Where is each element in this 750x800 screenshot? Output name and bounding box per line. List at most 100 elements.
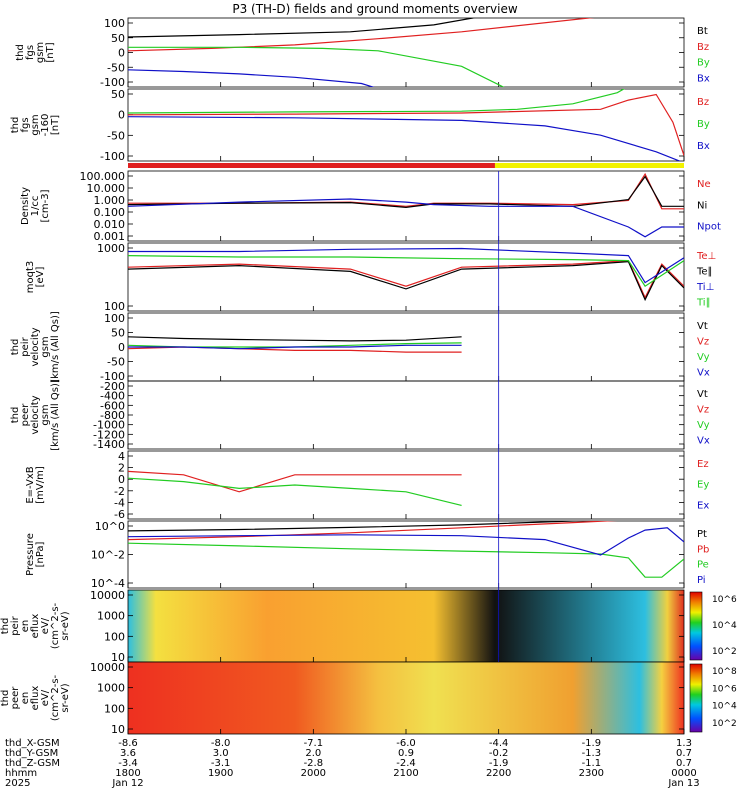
- y-axis-label: en: [20, 692, 31, 705]
- y-axis-label: [mV/m]: [35, 466, 46, 504]
- y-tick-label: -100: [100, 76, 125, 89]
- axis-value: Jan 12: [111, 778, 143, 789]
- axis-value: 2300: [579, 768, 604, 779]
- y-axis-label: moqt3: [25, 261, 36, 294]
- y-tick-label: -100: [100, 370, 125, 383]
- y-tick-label: 10: [111, 723, 125, 736]
- axis-value: -7.1: [304, 738, 324, 749]
- legend-Ey: Ey: [697, 480, 709, 491]
- y-axis-label: [km/s (All Qs)]: [50, 379, 61, 451]
- y-tick-label: 0: [118, 47, 125, 60]
- colorbar-tick-label: 10^8: [712, 667, 737, 677]
- series-line-Ni: [128, 175, 684, 209]
- legend-Vz: Vz: [697, 405, 709, 416]
- series-line-Ez: [128, 470, 462, 493]
- figure-title: P3 (TH-D) fields and ground moments over…: [232, 2, 517, 16]
- y-tick-label: 10: [111, 651, 125, 664]
- legend-Vz: Vz: [697, 337, 709, 348]
- axis-value: -2.8: [304, 758, 324, 769]
- y-tick-label: 100.000: [80, 170, 126, 183]
- panel-fgs_gsm_160: 50 0 -50 -100 thd fgs gsm -160 [nT] Bz By Bx: [10, 88, 710, 163]
- y-tick-label: 1.000: [94, 194, 126, 207]
- y-tick-label: 4: [118, 450, 125, 463]
- y-tick-label: -1200: [93, 428, 125, 441]
- y-tick-label: 10000: [90, 661, 125, 674]
- legend-Pt: Pt: [697, 529, 707, 540]
- axis-value: -1.3: [582, 748, 602, 759]
- axis-value: -6.0: [396, 738, 416, 749]
- quality-bar-yellow: [494, 163, 684, 168]
- axis-value: 2100: [393, 768, 418, 779]
- series-line-Pi: [128, 527, 684, 556]
- legend-Vx: Vx: [697, 368, 710, 379]
- panel-frame: [127, 17, 685, 88]
- y-axis-label: peir: [10, 615, 21, 635]
- legend-Ez: Ez: [697, 459, 709, 470]
- colorbar-tick-label: 10^4: [712, 621, 737, 631]
- spectrogram-peer_eflux: [128, 662, 684, 734]
- y-axis-label: peer: [10, 686, 21, 710]
- legend-Te⊥: Te⊥: [696, 251, 716, 262]
- axis-value: -4.4: [489, 738, 509, 749]
- panel-frame: [127, 242, 685, 312]
- y-axis-label: [km/s (All Qs)]: [50, 311, 61, 383]
- axis-value: -2.4: [396, 758, 416, 769]
- legend-By: By: [697, 58, 710, 69]
- y-axis-label: [cm-3]: [40, 189, 51, 222]
- legend-Te∥: Te∥: [696, 267, 713, 278]
- y-tick-label: -50: [107, 356, 125, 369]
- colorbar-tick-label: 10^2: [712, 719, 737, 729]
- y-axis-label: thd: [0, 618, 11, 635]
- y-tick-label: 100: [104, 300, 125, 313]
- y-axis-label: sr-eV): [60, 683, 71, 712]
- y-axis-label: E=-VxB: [25, 466, 36, 503]
- axis-row-label: thd_X-GSM: [5, 738, 60, 749]
- series-line-Ey: [128, 477, 462, 506]
- y-axis-label: [eV]: [35, 267, 46, 288]
- y-axis-label: peer: [20, 403, 31, 427]
- y-tick-label: 2: [118, 462, 125, 475]
- y-tick-label: -800: [100, 409, 125, 422]
- y-axis-label: gsm: [35, 42, 46, 63]
- series-line-Vt: [128, 336, 462, 342]
- y-tick-label: 0: [118, 341, 125, 354]
- series-line-Pb: [128, 521, 618, 541]
- y-tick-label: 10^-4: [91, 577, 125, 590]
- y-tick-label: -6: [114, 508, 125, 521]
- legend-Ti∥: Ti∥: [696, 298, 711, 309]
- axis-value: -0.2: [489, 748, 509, 759]
- y-axis-label: (cm^2-s-: [50, 602, 61, 649]
- legend-Pi: Pi: [697, 575, 706, 586]
- colorbar-tick-label: 10^4: [712, 702, 737, 712]
- series-line-By: [128, 89, 625, 114]
- y-tick-label: -1000: [93, 419, 125, 432]
- axis-row-label: 2025: [5, 778, 30, 789]
- axis-row-label: hhmm: [5, 768, 37, 779]
- y-axis-label: sr-eV): [60, 611, 71, 640]
- y-axis-label: fgs: [25, 45, 36, 60]
- y-axis-label: Pressure: [25, 533, 36, 576]
- panel-temperature: 1000 100 moqt3 [eV] Te⊥ Te∥ Ti⊥ Ti∥: [25, 242, 716, 313]
- panel-fgs_gsm: 100 50 0-50 -100 thd fgs gsm [nT] Bt Bz By Bx: [15, 17, 710, 89]
- legend-Bz: Bz: [697, 42, 709, 53]
- series-line-Bz: [128, 18, 595, 52]
- y-tick-label: 100: [104, 17, 125, 30]
- legend-Bx: Bx: [697, 141, 710, 152]
- axis-value: -1.9: [489, 758, 509, 769]
- y-axis-label: velocity: [30, 395, 41, 434]
- series-line-Ti∥: [128, 255, 684, 288]
- y-axis-label: [nPa]: [35, 541, 46, 567]
- y-tick-label: 0.001: [94, 230, 126, 243]
- legend-Ne: Ne: [697, 179, 711, 190]
- y-tick-label: -400: [100, 390, 125, 403]
- y-tick-label: -200: [100, 380, 125, 393]
- quality-bar-red: [128, 163, 495, 168]
- y-axis-label: gsm: [40, 404, 51, 425]
- y-axis-label: peir: [20, 336, 31, 356]
- legend-Vy: Vy: [697, 420, 710, 431]
- axis-row-label: thd_Z-GSM: [5, 758, 60, 769]
- y-tick-label: -50: [107, 61, 125, 74]
- y-axis-label: thd: [10, 117, 21, 134]
